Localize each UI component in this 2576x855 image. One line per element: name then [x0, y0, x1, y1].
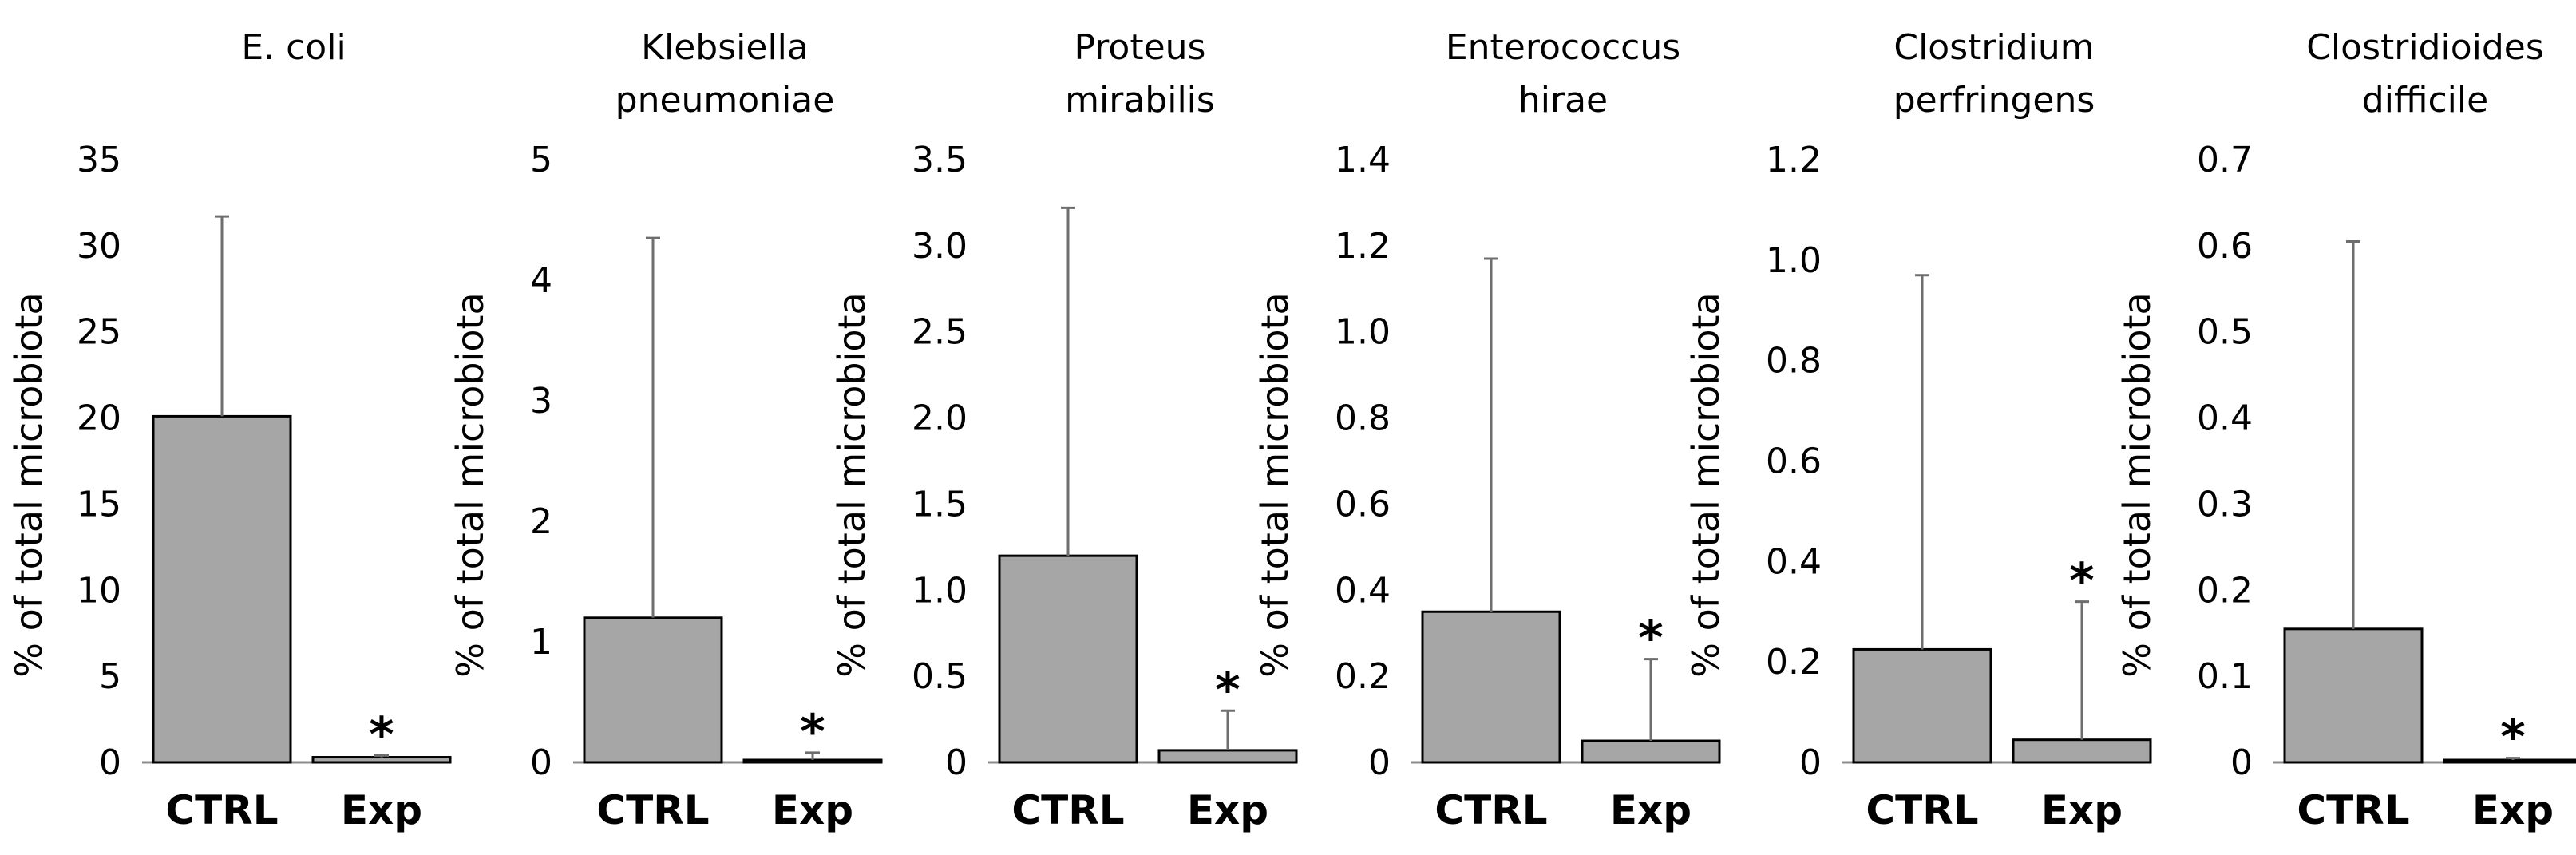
y-tick-label: 30 — [77, 226, 121, 267]
x-category-label: CTRL — [165, 787, 278, 833]
x-category-label: CTRL — [1866, 787, 1978, 833]
x-category-label: Exp — [2472, 787, 2554, 833]
y-tick-label: 0.2 — [1766, 642, 1822, 683]
y-tick-label: 0 — [2230, 742, 2253, 783]
y-tick-label: 35 — [77, 140, 121, 180]
y-tick-label: 0 — [530, 742, 552, 783]
chart-title-line: mirabilis — [1065, 80, 1215, 121]
chart-title-line: Clostridioides — [2306, 27, 2544, 68]
chart-panel-3: Proteus mirabilis % of total microbiota 0 0.… — [830, 27, 1298, 833]
chart-title-line: Clostridium — [1893, 27, 2094, 68]
y-tick-label: 0.6 — [1335, 484, 1391, 524]
x-category-label: CTRL — [1434, 787, 1547, 833]
y-axis-label: % of total microbiota — [449, 292, 492, 677]
chart-panel-4: Enterococcus hirae % of total microbiota 0 0… — [1253, 27, 1721, 833]
chart-title-line: Klebsiella — [641, 27, 809, 68]
y-tick-label: 0.5 — [912, 656, 967, 697]
chart-panel-1: E. coli % of total microbiota 0 5 10 15 20 25 30… — [7, 27, 452, 833]
y-tick-label: 0 — [945, 742, 967, 783]
bar-ctrl — [152, 414, 292, 764]
y-tick-label: 0.2 — [1335, 656, 1391, 697]
y-axis-label: % of total microbiota — [2115, 292, 2159, 677]
significance-marker: * — [1638, 611, 1663, 667]
bar-exp — [742, 758, 883, 764]
y-tick-label: 0 — [99, 742, 121, 783]
y-tick-label: 1 — [530, 622, 552, 663]
y-tick-label: 0.8 — [1766, 341, 1822, 382]
y-tick-label: 0 — [1799, 742, 1822, 783]
y-tick-label: 0.6 — [2197, 226, 2253, 267]
x-category-label: Exp — [1187, 787, 1268, 833]
y-tick-label: 1.2 — [1766, 140, 1822, 180]
chart-title-line: difficile — [2362, 80, 2488, 121]
bar-ctrl — [1852, 647, 1992, 764]
x-category-label: Exp — [772, 787, 853, 833]
y-tick-label: 0.7 — [2197, 140, 2253, 180]
y-tick-label: 15 — [77, 484, 121, 524]
y-tick-label: 1.0 — [912, 570, 967, 611]
y-tick-label: 5 — [99, 656, 121, 697]
y-tick-label: 1.0 — [1335, 312, 1391, 353]
y-tick-label: 0.2 — [2197, 570, 2253, 611]
bar-exp — [1157, 749, 1298, 764]
chart-title-line: E. coli — [241, 27, 346, 68]
y-axis-label: % of total microbiota — [1684, 292, 1727, 677]
y-tick-label: 3 — [530, 381, 552, 422]
chart-title-line: perfringens — [1893, 80, 2095, 121]
y-tick-label: 1.5 — [912, 484, 967, 524]
y-tick-label: 1.2 — [1335, 226, 1391, 267]
y-tick-label: 0.4 — [1335, 570, 1391, 611]
chart-panel-2: Klebsiella pneumoniae % of total microbiot… — [449, 27, 883, 833]
y-tick-label: 20 — [77, 398, 121, 439]
x-category-label: Exp — [341, 787, 422, 833]
y-tick-label: 0.1 — [2197, 656, 2253, 697]
y-tick-label: 1.4 — [1335, 140, 1391, 180]
x-category-label: Exp — [1610, 787, 1692, 833]
y-tick-label: 25 — [77, 312, 121, 353]
bar-ctrl — [583, 616, 723, 764]
x-category-label: CTRL — [2297, 787, 2409, 833]
significance-marker: * — [369, 707, 394, 762]
x-category-label: CTRL — [1011, 787, 1124, 833]
y-tick-label: 0 — [1368, 742, 1391, 783]
y-tick-label: 0.3 — [2197, 484, 2253, 524]
y-tick-label: 10 — [77, 570, 121, 611]
bar-ctrl — [2283, 627, 2424, 764]
x-category-label: CTRL — [596, 787, 709, 833]
y-tick-label: 2.5 — [912, 312, 967, 353]
bar-exp — [1581, 739, 1721, 764]
y-tick-label: 5 — [530, 140, 552, 180]
y-tick-label: 0.4 — [1766, 541, 1822, 582]
chart-title-line: pneumoniae — [615, 80, 835, 121]
y-tick-label: 4 — [530, 260, 552, 301]
chart-title-line: hirae — [1518, 80, 1608, 121]
y-tick-label: 3.0 — [912, 226, 967, 267]
bar-ctrl — [1421, 610, 1561, 764]
y-tick-label: 0.8 — [1335, 398, 1391, 439]
y-tick-label: 0.4 — [2197, 398, 2253, 439]
y-axis-label: % of total microbiota — [830, 292, 873, 677]
significance-marker: * — [2069, 553, 2094, 609]
significance-marker: * — [800, 704, 825, 760]
x-category-label: Exp — [2041, 787, 2123, 833]
bar-ctrl — [998, 554, 1138, 764]
y-tick-label: 2 — [530, 501, 552, 542]
chart-title-line: Proteus — [1074, 27, 1206, 68]
y-tick-label: 3.5 — [912, 140, 967, 180]
y-tick-label: 1.0 — [1766, 240, 1822, 281]
chart-title-line: Enterococcus — [1446, 27, 1680, 68]
significance-marker: * — [1215, 662, 1240, 718]
bar-exp — [2012, 738, 2152, 764]
y-axis-label: % of total microbiota — [7, 292, 50, 677]
y-axis-label: % of total microbiota — [1253, 292, 1296, 677]
chart-panel-6: Clostridioides difficile % of total microb… — [2115, 27, 2576, 833]
significance-marker: * — [2500, 710, 2525, 766]
y-tick-label: 0.5 — [2197, 312, 2253, 353]
chart-panel-5: Clostridium perfringens % of total microbi… — [1684, 27, 2152, 833]
y-tick-label: 2.0 — [912, 398, 967, 439]
y-tick-label: 0.6 — [1766, 441, 1822, 482]
